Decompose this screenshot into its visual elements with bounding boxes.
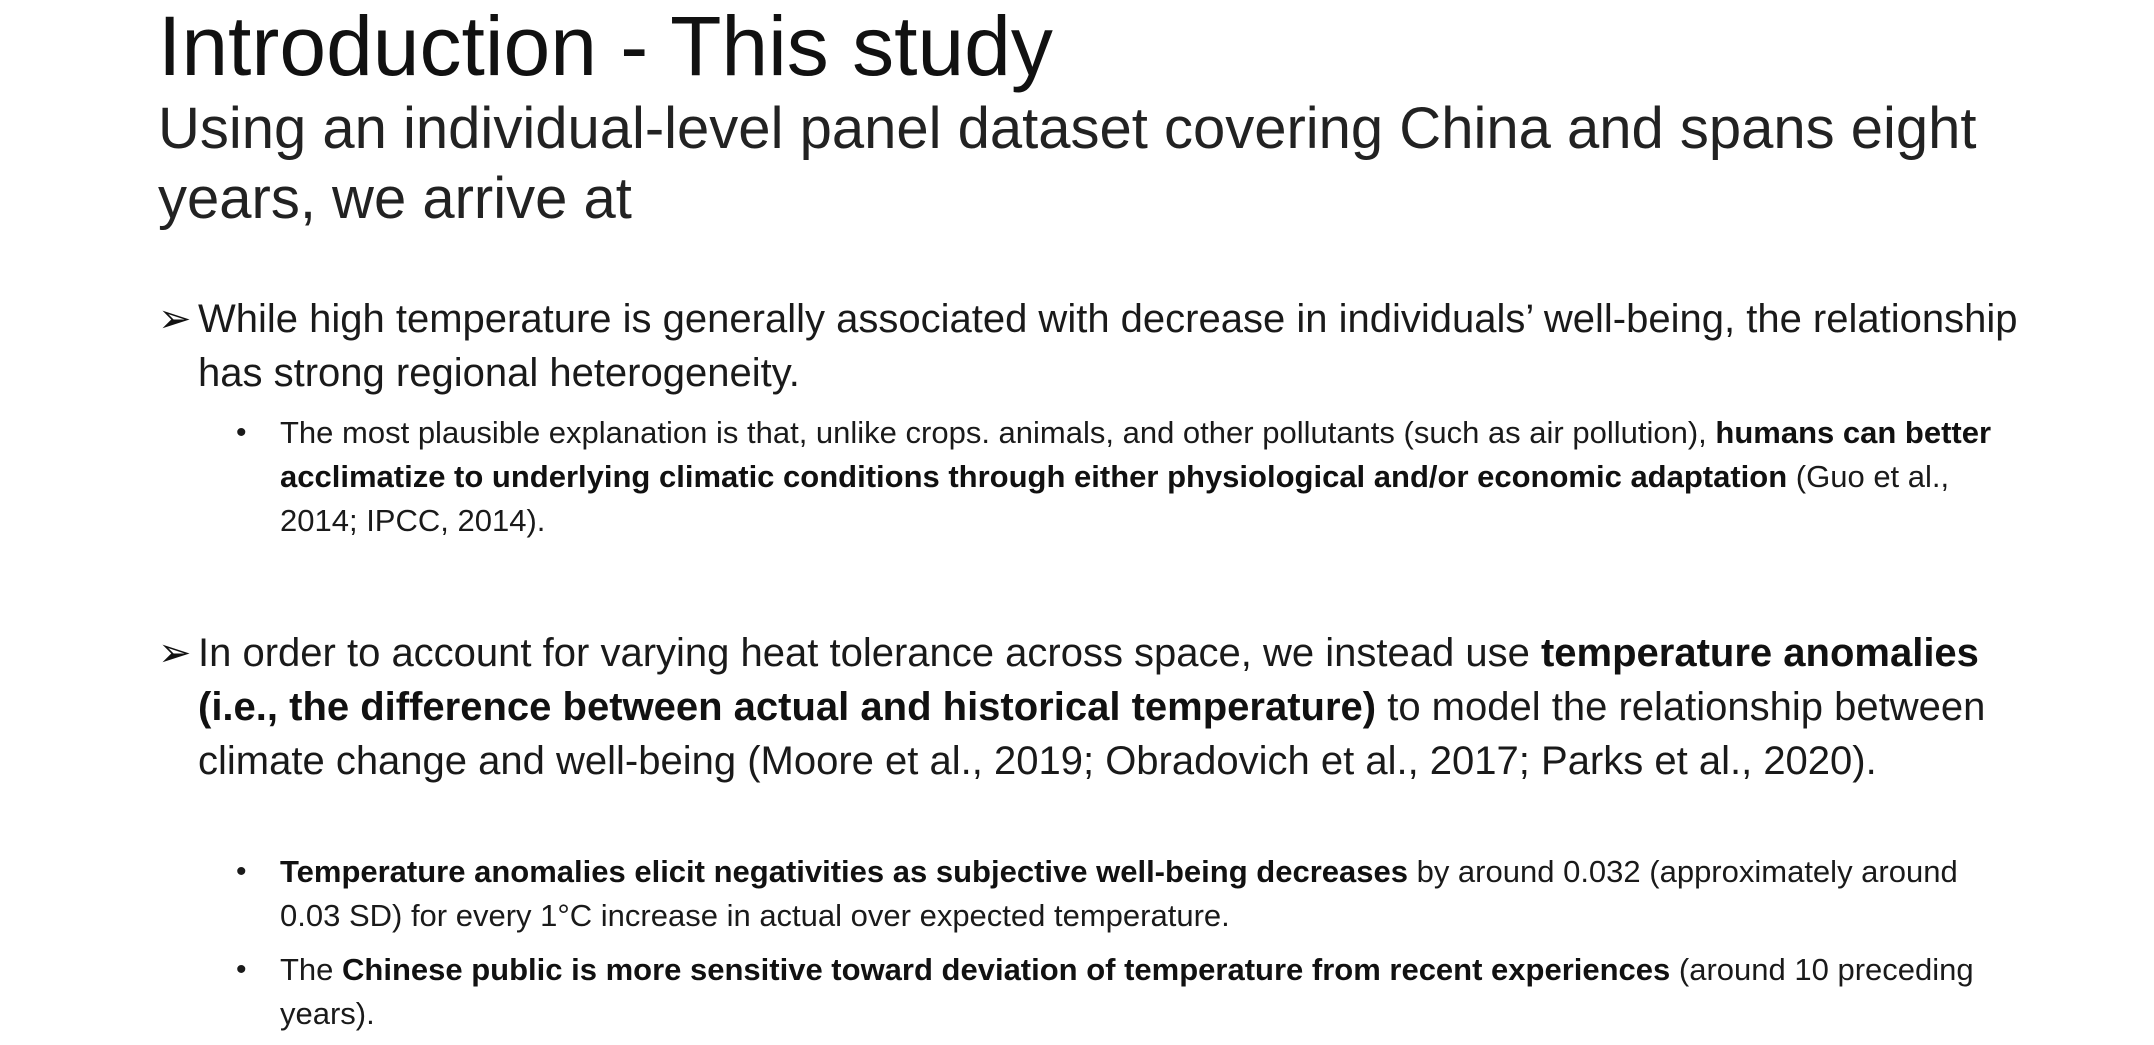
text-run: by around 0.032 (approximately around 0.… xyxy=(280,854,1958,933)
sub-bullet-text: Temperature anomalies elicit negativitie… xyxy=(280,850,2026,938)
slide-title: Introduction - This study xyxy=(158,0,1053,93)
slide-subtitle: Using an individual-level panel dataset … xyxy=(158,96,1977,231)
sub-bullet-acclimatize: • The most plausible explanation is that… xyxy=(236,411,2026,543)
dot-bullet-icon: • xyxy=(236,953,247,986)
bold-run: humans can better acclimatize to underly… xyxy=(280,415,1992,494)
bullet-text: While high temperature is generally asso… xyxy=(198,297,2018,395)
dot-bullet-icon: • xyxy=(236,855,247,888)
bullet-text: In order to account for varying heat tol… xyxy=(198,626,2018,788)
bold-run: Chinese public is more sensitive toward … xyxy=(342,952,1671,987)
sub-bullet-text: The Chinese public is more sensitive tow… xyxy=(280,948,2026,1036)
text-run: (around 10 preceding years). xyxy=(280,952,1974,1031)
sub-bullet-chinese-public: • The Chinese public is more sensitive t… xyxy=(236,948,2026,1036)
bold-run: temperature anomalies (i.e., the differe… xyxy=(198,631,1979,729)
bullet-temperature-anomalies: ➢ In order to account for varying heat t… xyxy=(158,626,2018,788)
text-run: (Guo et al., 2014; IPCC, 2014). xyxy=(280,459,1950,538)
arrow-bullet-icon: ➢ xyxy=(158,631,192,675)
text-run: to model the relationship between climat… xyxy=(198,685,1986,783)
text-run: The xyxy=(280,952,343,987)
text-run: The most plausible explanation is that, … xyxy=(280,415,1716,450)
dot-bullet-icon: • xyxy=(236,416,247,449)
sub-bullet-wellbeing-decrease: • Temperature anomalies elicit negativit… xyxy=(236,850,2026,938)
text-run: In order to account for varying heat tol… xyxy=(198,631,1541,675)
sub-bullet-text: The most plausible explanation is that, … xyxy=(280,411,2026,543)
arrow-bullet-icon: ➢ xyxy=(158,297,192,341)
bullet-heterogeneity: ➢ While high temperature is generally as… xyxy=(158,292,2018,400)
bold-run: Temperature anomalies elicit negativitie… xyxy=(280,854,1408,889)
